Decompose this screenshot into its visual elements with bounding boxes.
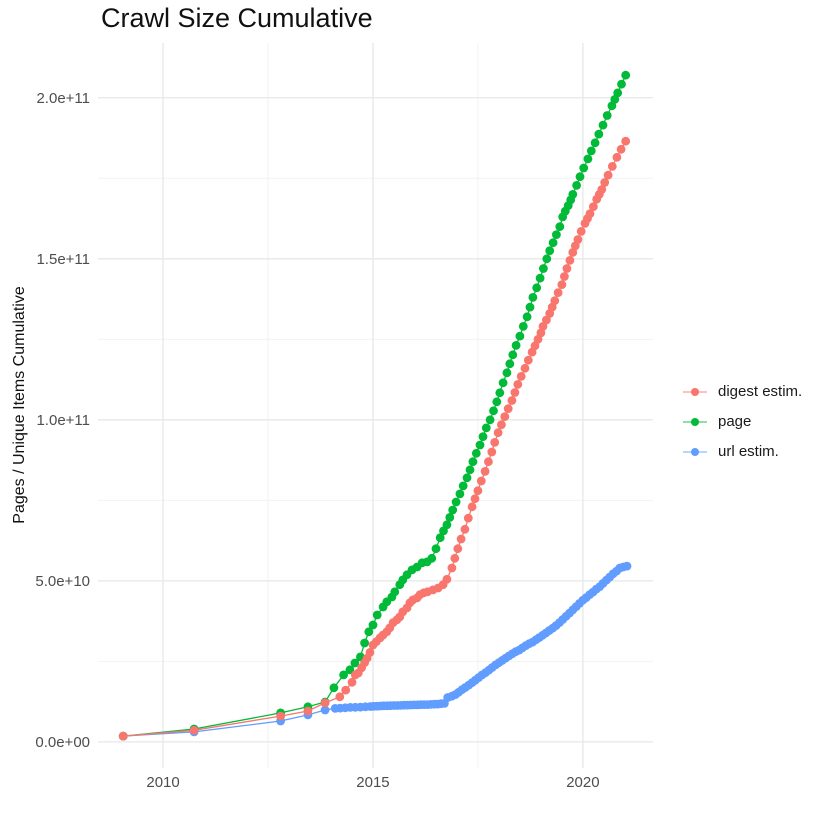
- svg-text:2010: 2010: [146, 774, 179, 791]
- legend-item-url-estim: url estim.: [683, 443, 802, 460]
- legend-item-digest-estim: digest estim.: [683, 383, 802, 400]
- legend-item-label: url estim.: [718, 443, 779, 460]
- legend-item-page: page: [683, 413, 802, 430]
- series-page: [118, 70, 631, 741]
- legend-key-line-dot-icon: [683, 387, 707, 396]
- svg-text:1.5e+11: 1.5e+11: [36, 251, 90, 268]
- series-url-estim: [118, 561, 632, 741]
- gridlines-major: [98, 43, 653, 768]
- svg-text:1.0e+11: 1.0e+11: [36, 412, 90, 429]
- legend-item-label: digest estim.: [718, 383, 803, 400]
- svg-text:2020: 2020: [566, 774, 599, 791]
- svg-text:0.0e+00: 0.0e+00: [35, 734, 90, 751]
- y-axis-labels: 0.0e+00 5.0e+10 1.0e+11 1.5e+11 2.0e+11: [35, 90, 90, 751]
- x-axis-labels: 2010 2015 2020: [146, 774, 599, 791]
- legend-item-label: page: [718, 413, 752, 430]
- legend: digest estim. page url estim.: [683, 383, 802, 460]
- series-digest-estim: [118, 136, 631, 741]
- gridlines-minor: [98, 43, 653, 768]
- svg-text:5.0e+10: 5.0e+10: [35, 573, 90, 590]
- legend-key-line-dot-icon: [683, 417, 707, 426]
- legend-key-line-dot-icon: [683, 447, 707, 456]
- chart-title: Crawl Size Cumulative: [101, 3, 373, 33]
- svg-text:2015: 2015: [356, 774, 389, 791]
- svg-text:2.0e+11: 2.0e+11: [36, 90, 90, 107]
